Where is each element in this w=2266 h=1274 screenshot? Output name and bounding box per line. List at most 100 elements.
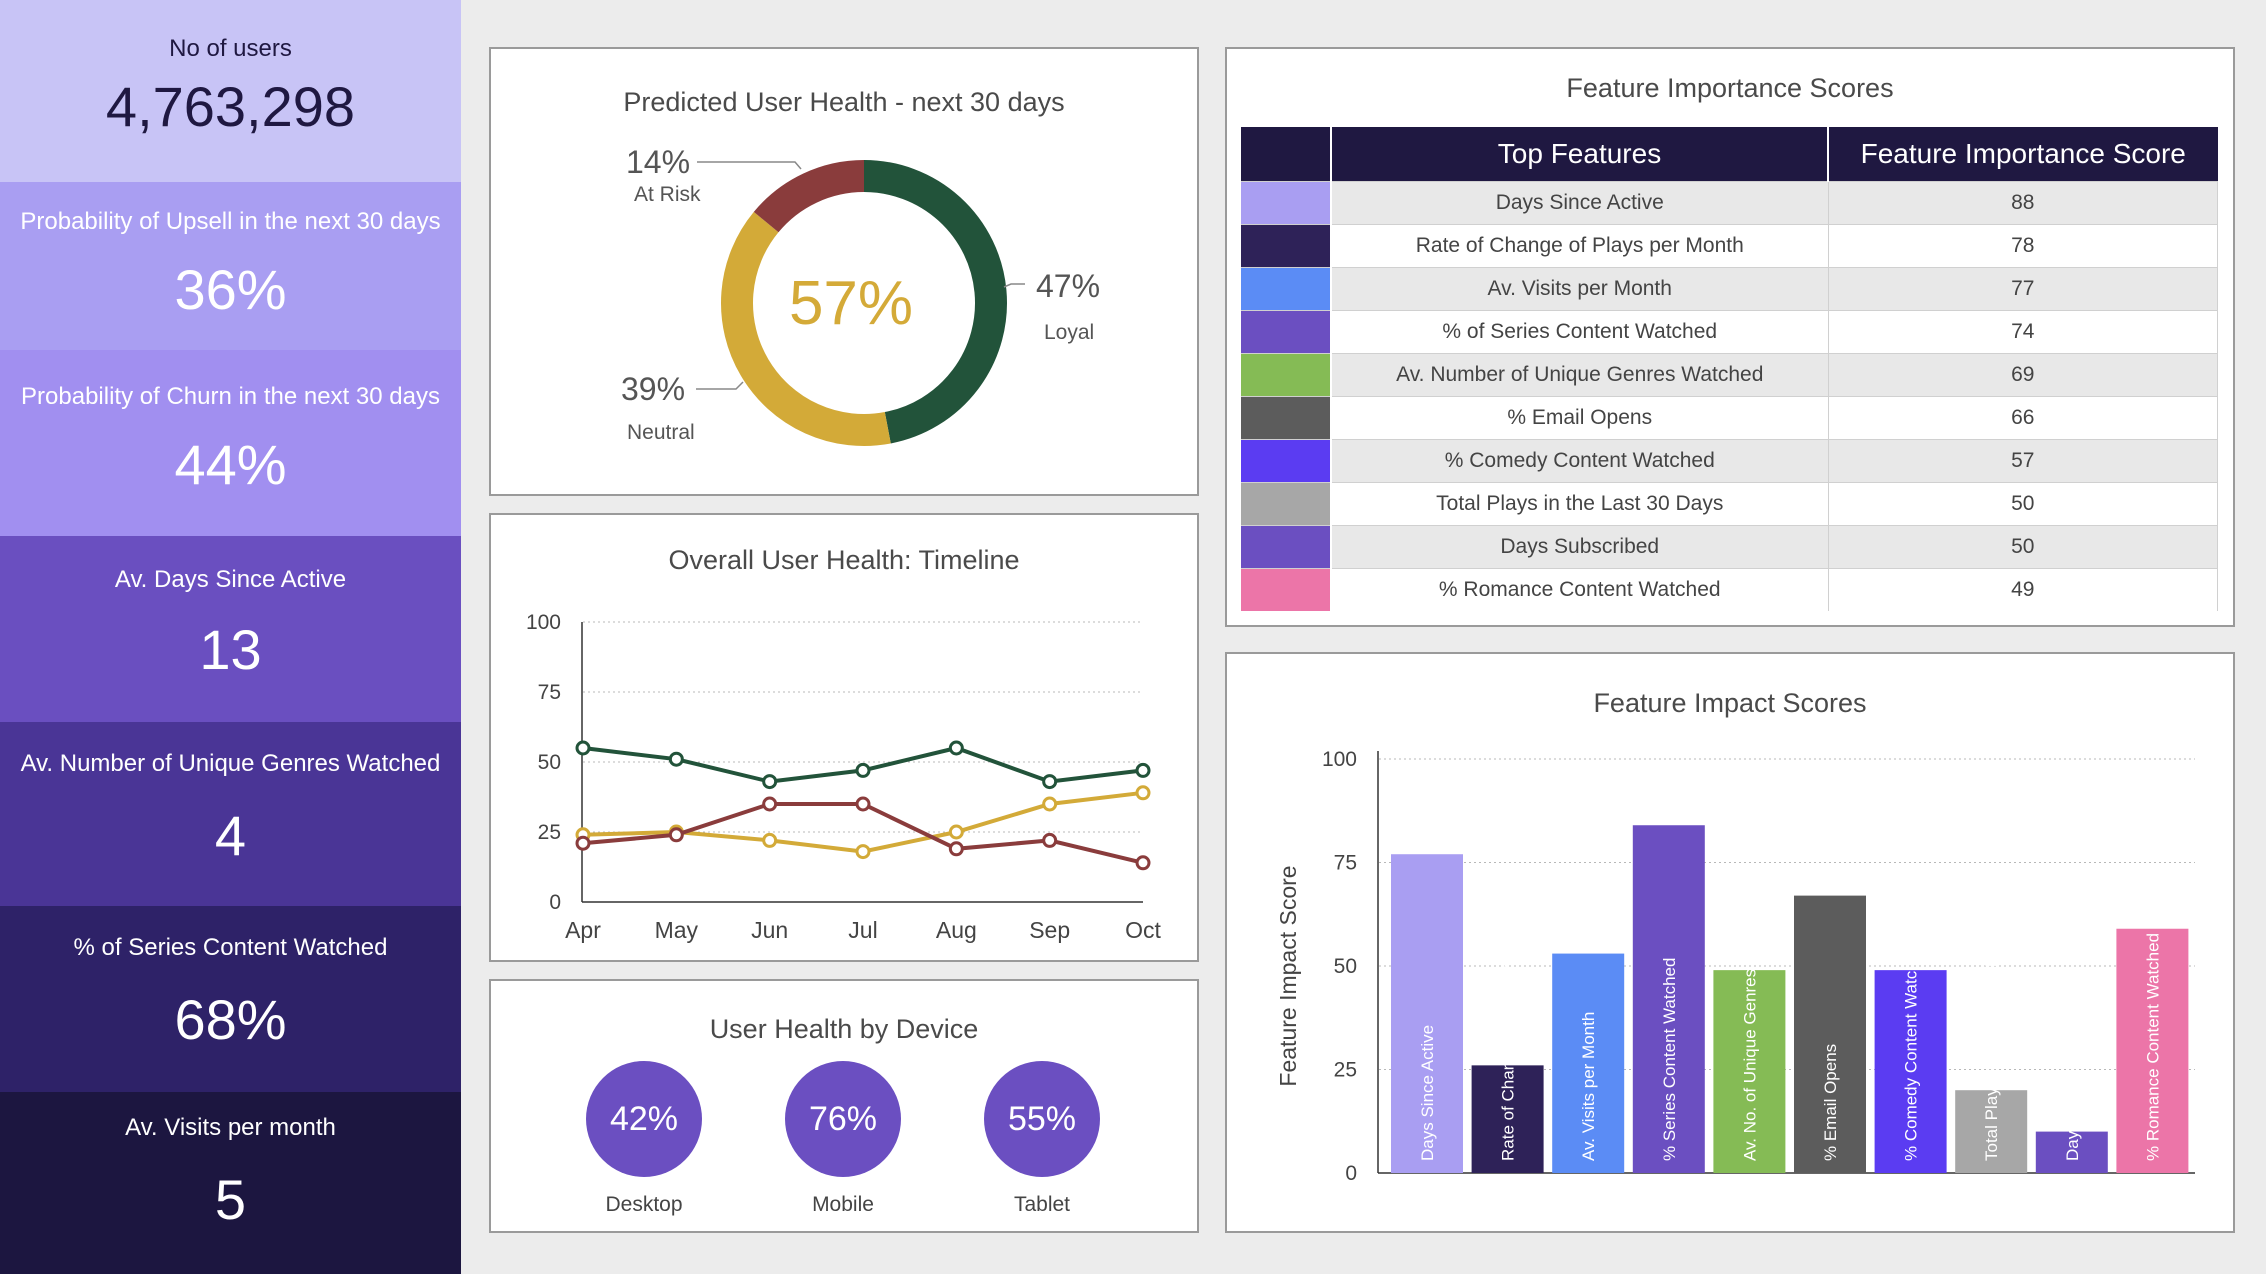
color-swatch	[1241, 266, 1332, 310]
donut-label-loyal: Loyal	[1044, 321, 1095, 344]
donut-pct-loyal: 47%	[1036, 268, 1101, 304]
y-tick-label: 25	[1334, 1059, 1357, 1082]
mobile-health-bubble: 76%	[785, 1061, 901, 1177]
color-swatch	[1241, 481, 1332, 525]
bar-category-label: % Comedy Content Watched	[1902, 942, 1921, 1161]
bar-category-label: Av. Visits per Month	[1579, 1012, 1598, 1161]
bar-category-label: % Romance Content Watched	[2143, 933, 2162, 1161]
series-point	[948, 841, 964, 857]
table-row: Days Subscribed 50	[1241, 524, 2218, 568]
y-axis-label: Feature Impact Score	[1275, 865, 1301, 1086]
color-swatch	[1241, 524, 1332, 568]
table-row: Av. Number of Unique Genres Watched 69	[1241, 352, 2218, 396]
y-tick-label: 0	[549, 891, 561, 914]
tablet-health-bubble: 55%	[984, 1061, 1100, 1177]
donut-center-value: 57%	[788, 269, 914, 338]
y-tick-label: 100	[526, 611, 561, 634]
y-tick-label: 50	[538, 751, 561, 774]
bar-category-label: Rate of Change of Plays per Month	[1499, 895, 1518, 1161]
score-cell: 78	[1828, 223, 2218, 267]
bar	[2116, 928, 2189, 1173]
feature-name-cell: Av. Number of Unique Genres Watched	[1331, 352, 1829, 396]
panel-title: User Health by Device	[709, 1014, 979, 1044]
bar	[1471, 1065, 1544, 1173]
series-point	[668, 827, 684, 843]
bar	[1391, 854, 1463, 1173]
x-tick-label: Sep	[1029, 917, 1070, 943]
y-tick-label: 50	[1334, 955, 1357, 978]
table-row: Rate of Change of Plays per Month 78	[1241, 223, 2218, 267]
leader-line-loyal	[1003, 283, 1025, 288]
panel-title: Predicted User Health - next 30 days	[623, 87, 1065, 117]
feature-name-cell: Days Subscribed	[1331, 524, 1829, 568]
bar-category-label: % Email Opens	[1821, 1044, 1840, 1161]
series-point	[1135, 855, 1151, 871]
x-tick-label: May	[655, 917, 699, 943]
panel-title: Overall User Health: Timeline	[668, 545, 1020, 575]
table-row: Av. Visits per Month 77	[1241, 266, 2218, 310]
series-point	[855, 844, 871, 860]
x-tick-label: Apr	[565, 917, 601, 943]
bar	[2035, 1131, 2108, 1173]
feature-name-cell: Av. Visits per Month	[1331, 266, 1829, 310]
series-point	[855, 762, 871, 778]
donut-segment-neutral	[721, 211, 891, 446]
feature-impact-bar-chart: 0 25 50 75 100 Feature Impact Score Days Since…	[1275, 748, 2195, 1185]
table-row: % Romance Content Watched 49	[1241, 567, 2218, 611]
score-cell: 50	[1828, 481, 2218, 525]
y-tick-label: 75	[1334, 852, 1357, 875]
kpi-visits: Av. Visits per month 5	[0, 1092, 461, 1274]
leader-line-at-risk	[697, 161, 802, 170]
kpi-value: 13	[199, 618, 262, 681]
feature-name-cell: Rate of Change of Plays per Month	[1331, 223, 1829, 267]
series-point	[948, 824, 964, 840]
series-point	[762, 796, 778, 812]
kpi-label: Av. Number of Unique Genres Watched	[20, 750, 441, 777]
table-row: % Email Opens 66	[1241, 395, 2218, 439]
x-tick-label: Jul	[848, 917, 877, 943]
score-cell: 74	[1828, 309, 2218, 353]
x-tick-label: Oct	[1125, 917, 1161, 943]
color-swatch	[1241, 309, 1332, 353]
bar-category-label: Days Since Active	[1418, 1025, 1437, 1161]
series-point	[668, 751, 684, 767]
bar-category-label: Av. No. of Unique Genres	[1740, 969, 1759, 1161]
x-tick-label: Aug	[936, 917, 977, 943]
feature-name-cell: % Romance Content Watched	[1331, 567, 1829, 611]
panel-title: Feature Importance Scores	[1566, 73, 1894, 103]
table-row: Total Plays in the Last 30 Days 50	[1241, 481, 2218, 525]
series-point	[855, 796, 871, 812]
feature-name-cell: % Comedy Content Watched	[1331, 438, 1829, 482]
series-point	[1135, 785, 1151, 801]
kpi-label: Probability of Churn in the next 30 days	[21, 383, 440, 410]
kpi-series: % of Series Content Watched 68%	[0, 906, 461, 1092]
table-row: % of Series Content Watched 74	[1241, 309, 2218, 353]
series-point	[1135, 762, 1151, 778]
panel-title: Feature Impact Scores	[1593, 688, 1867, 718]
kpi-value: 5	[214, 1168, 247, 1231]
color-swatch	[1241, 438, 1332, 482]
device-panel: User Health by Device 42% Desktop 76% Mo…	[489, 979, 1199, 1233]
kpi-label: Probability of Upsell in the next 30 day…	[20, 208, 441, 235]
kpi-label: % of Series Content Watched	[73, 934, 388, 961]
table-row: Days Since Active 88	[1241, 180, 2218, 224]
score-cell: 66	[1828, 395, 2218, 439]
kpi-churn: Probability of Churn in the next 30 days…	[0, 350, 461, 536]
kpi-label: Av. Days Since Active	[114, 566, 347, 593]
score-cell: 88	[1828, 180, 2218, 224]
donut-pct-neutral: 39%	[621, 371, 686, 407]
donut-label-neutral: Neutral	[627, 421, 695, 444]
donut-label-at-risk: At Risk	[634, 183, 701, 206]
tablet-label: Tablet	[1013, 1193, 1071, 1216]
kpi-users: No of users 4,763,298	[0, 0, 461, 182]
color-swatch	[1241, 180, 1332, 224]
kpi-value: 4	[214, 804, 247, 867]
score-cell: 50	[1828, 524, 2218, 568]
mobile-label: Mobile	[812, 1193, 874, 1216]
score-cell: 57	[1828, 438, 2218, 482]
color-swatch	[1241, 395, 1332, 439]
y-tick-label: 0	[1345, 1162, 1357, 1185]
swatch-header	[1241, 127, 1332, 181]
bar-category-label: Days Subscribed	[2063, 1032, 2082, 1161]
col-header-feature: Top Features	[1331, 127, 1829, 181]
